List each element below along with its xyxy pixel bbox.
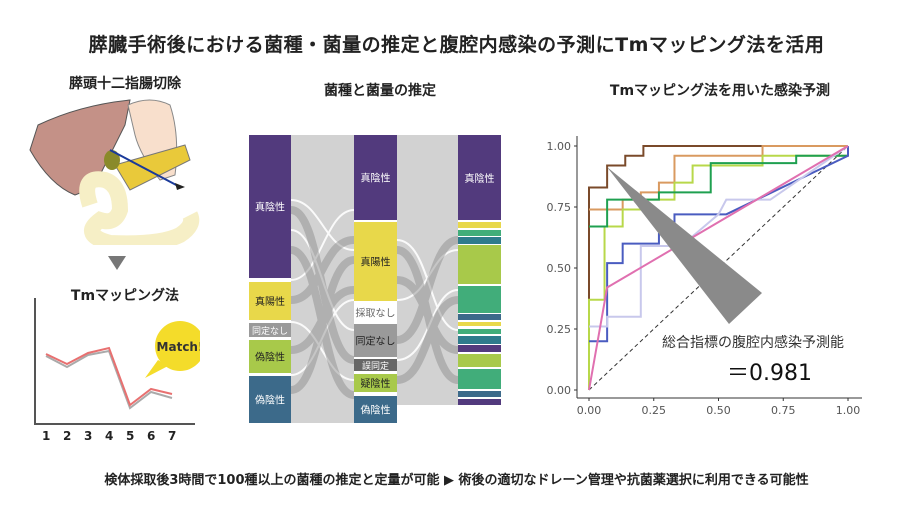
- roc-curve-7: [588, 145, 849, 391]
- sankey-node: [249, 135, 291, 278]
- sankey-node: [458, 245, 501, 284]
- sankey-node: [354, 396, 397, 423]
- sankey-heading: 菌種と菌量の推定: [324, 83, 436, 99]
- sample-line: [45, 346, 173, 407]
- roc-curve-4: [589, 154, 848, 228]
- tick: 2: [63, 429, 72, 443]
- sankey-node: [458, 322, 501, 326]
- auc-value: ＝0.981: [727, 361, 812, 386]
- match-bubble: Match!: [157, 340, 200, 354]
- sankey-node: [458, 354, 501, 367]
- sankey-node: [249, 340, 291, 373]
- y-tick-label: 1.00: [547, 140, 572, 153]
- y-tick-label: 0.75: [547, 201, 572, 214]
- roc-heading: Tmマッピング法を用いた感染予測: [609, 83, 831, 99]
- triangle-down-icon: [108, 256, 126, 270]
- x-tick-label: 0.50: [706, 404, 731, 417]
- sankey-node: [458, 314, 501, 320]
- y-tick-label: 0.25: [547, 323, 572, 336]
- sankey-node-label: 採取なし: [356, 307, 396, 320]
- x-tick-label: 1.00: [836, 404, 861, 417]
- sankey-node: [458, 135, 501, 220]
- sankey-node: [458, 399, 501, 405]
- sankey-node-label: 真陰性: [361, 172, 391, 185]
- sankey-node-label: 偽陰性: [255, 351, 285, 364]
- roc-curve-1: [588, 145, 848, 390]
- tick: 3: [84, 429, 93, 443]
- sankey-node: [458, 336, 501, 344]
- surgery-label: 膵頭十二指腸切除: [69, 76, 181, 92]
- x-tick-label: 0.25: [642, 404, 667, 417]
- sankey-node-label: 偽陰性: [361, 404, 391, 417]
- method-label: Tmマッピング法: [70, 288, 180, 304]
- sankey-node-label: 真陰性: [465, 172, 495, 185]
- tick: 6: [147, 429, 156, 443]
- sankey-node: [458, 230, 501, 236]
- tm-mapping-chart: Match!: [34, 298, 200, 425]
- tick: 1: [42, 429, 51, 443]
- sankey-node: [354, 374, 397, 392]
- tick: 5: [126, 429, 135, 443]
- bottom-summary: 検体採取後3時間で100種以上の菌種の推定と定量が可能 ▶ 術後の適切なドレーン…: [104, 473, 809, 488]
- sankey-node-label: 同定なし: [356, 335, 396, 348]
- sankey-node-label: 真陰性: [255, 201, 285, 214]
- sankey-node: [458, 391, 501, 397]
- tick: 4: [105, 429, 114, 443]
- sankey-node: [458, 329, 501, 334]
- sankey-node: [458, 222, 501, 228]
- sankey-node-label: 同定なし: [252, 325, 288, 337]
- sankey-node-label: 真陽性: [361, 256, 391, 269]
- reference-line: [45, 349, 173, 410]
- callout-pointer: [607, 167, 762, 324]
- sankey-node-label: 真陽性: [255, 295, 285, 308]
- x-tick-label: 0.75: [771, 404, 796, 417]
- sankey-node: [458, 345, 501, 352]
- page-title: 膵臓手術後における菌種・菌量の推定と腹腔内感染の予測にTmマッピング法を活用: [88, 34, 825, 56]
- tick: 7: [168, 429, 177, 443]
- y-tick-label: 0.00: [547, 384, 572, 397]
- sankey-node: [458, 369, 501, 389]
- sankey-node: [458, 237, 501, 244]
- sankey-node: [354, 222, 397, 301]
- axes: [34, 298, 195, 425]
- sankey-node: [354, 359, 397, 371]
- x-tick-label: 0.00: [577, 404, 602, 417]
- roc-curve-5: [589, 146, 849, 343]
- sankey-node: [249, 323, 291, 337]
- pancreas-illustration: [29, 99, 200, 245]
- sankey-node: [249, 376, 291, 423]
- sankey-node: [458, 286, 501, 313]
- sankey-node-label: 誤同定: [362, 360, 389, 372]
- sankey-node-label: 偽陰性: [255, 394, 285, 407]
- roc-curve-2: [589, 145, 848, 211]
- sankey-node-label: 疑陰性: [361, 377, 391, 390]
- sankey-node: [354, 324, 397, 357]
- y-tick-label: 0.50: [547, 262, 572, 275]
- sankey-node: [249, 282, 291, 320]
- auc-annotation: 総合指標の腹腔内感染予測能: [662, 335, 844, 351]
- sankey-node: [354, 135, 397, 220]
